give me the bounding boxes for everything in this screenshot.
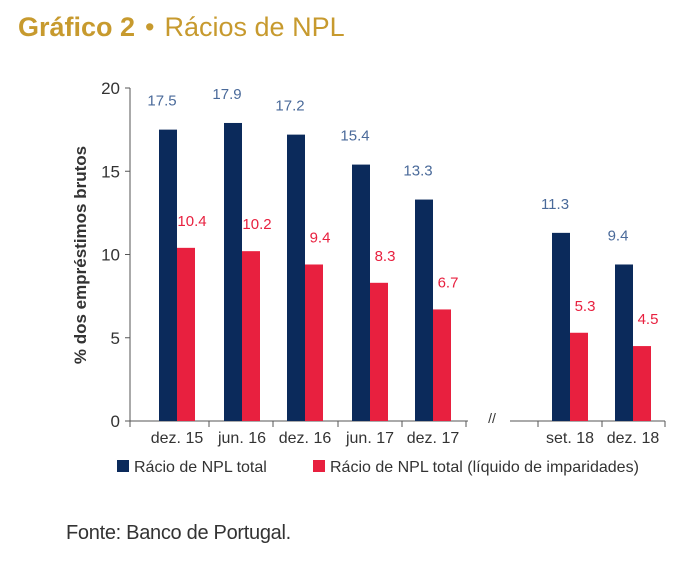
data-label-npl-total: 13.3 <box>403 163 432 180</box>
bar-npl-net <box>570 332 588 421</box>
x-tick-label: dez. 18 <box>607 430 660 447</box>
data-label-npl-net: 8.3 <box>375 248 396 265</box>
data-label-npl-net: 10.4 <box>177 213 206 230</box>
data-label-npl-net: 4.5 <box>638 311 659 328</box>
y-tick-label: 20 <box>101 79 120 98</box>
x-tick-label: dez. 16 <box>279 430 332 447</box>
bar-npl-net <box>370 282 388 421</box>
bar-npl-total <box>159 129 177 421</box>
chart-number: Gráfico 2 <box>18 12 136 42</box>
bar-npl-total <box>615 264 633 421</box>
legend-label-npl-net: Rácio de NPL total (líquido de imparidad… <box>330 459 639 476</box>
legend-swatch-npl-net <box>313 460 325 472</box>
bar-npl-net <box>177 247 195 421</box>
bar-npl-total <box>287 134 305 421</box>
title-separator: • <box>145 12 155 42</box>
data-label-npl-total: 17.9 <box>212 86 241 103</box>
axis-break-symbol: // <box>488 410 496 426</box>
chart-title: Gráfico 2 • Rácios de NPL <box>18 12 345 43</box>
bar-npl-total <box>224 122 242 421</box>
bar-npl-total <box>352 164 370 421</box>
bar-npl-net <box>242 251 260 421</box>
source-note: Fonte: Banco de Portugal. <box>66 522 291 544</box>
y-tick-label: 15 <box>101 162 120 181</box>
y-axis-label: % dos empréstimos brutos <box>71 146 90 364</box>
x-tick-label: set. 18 <box>546 430 594 447</box>
data-label-npl-total: 17.5 <box>147 93 176 110</box>
bar-chart: 0 5 10 15 20 % dos empréstimos brutos // 17.5 10… <box>71 79 666 476</box>
data-label-npl-total: 15.4 <box>340 128 369 145</box>
data-label-npl-total: 9.4 <box>608 227 629 244</box>
legend-label-npl-total: Rácio de NPL total <box>134 459 267 476</box>
x-tick-label: jun. 17 <box>345 430 394 447</box>
legend-swatch-npl-total <box>117 460 129 472</box>
data-label-npl-total: 17.2 <box>275 98 304 115</box>
bar-npl-total <box>415 199 433 421</box>
bar-npl-net <box>633 346 651 421</box>
x-tick-label: dez. 15 <box>151 430 204 447</box>
y-tick-label: 5 <box>111 329 120 348</box>
bar-npl-total <box>552 232 570 421</box>
chart-title-text: Rácios de NPL <box>164 12 345 42</box>
x-tick-label: jun. 16 <box>217 430 266 447</box>
bar-npl-net <box>433 309 451 421</box>
x-tick-label: dez. 17 <box>407 430 460 447</box>
data-label-npl-net: 6.7 <box>438 274 459 291</box>
y-tick-label: 0 <box>111 412 120 431</box>
y-tick-label: 10 <box>101 246 120 265</box>
data-label-npl-net: 10.2 <box>242 216 271 233</box>
data-label-npl-total: 11.3 <box>541 196 569 213</box>
data-label-npl-net: 9.4 <box>310 229 331 246</box>
data-label-npl-net: 5.3 <box>575 298 596 315</box>
bar-npl-net <box>305 264 323 421</box>
